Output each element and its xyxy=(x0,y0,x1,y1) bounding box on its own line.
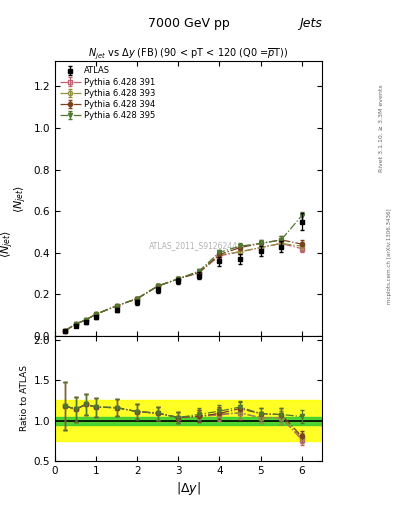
Title: $N_{jet}$ vs $\Delta y$ (FB) (90 < pT < 120 (Q0 =$\overline{p}$T)): $N_{jet}$ vs $\Delta y$ (FB) (90 < pT < … xyxy=(88,46,289,61)
Text: 7000 GeV pp: 7000 GeV pp xyxy=(148,16,230,30)
Y-axis label: $\langle N_{jet}\rangle$: $\langle N_{jet}\rangle$ xyxy=(13,184,29,213)
Text: mcplots.cern.ch [arXiv:1306.3436]: mcplots.cern.ch [arXiv:1306.3436] xyxy=(387,208,391,304)
X-axis label: $|\Delta y|$: $|\Delta y|$ xyxy=(176,480,201,497)
Text: Jets: Jets xyxy=(299,16,322,30)
Legend: ATLAS, Pythia 6.428 391, Pythia 6.428 393, Pythia 6.428 394, Pythia 6.428 395: ATLAS, Pythia 6.428 391, Pythia 6.428 39… xyxy=(58,65,157,121)
Text: Rivet 3.1.10, ≥ 3.3M events: Rivet 3.1.10, ≥ 3.3M events xyxy=(379,84,384,172)
Text: $\langle N_{jet}\rangle$: $\langle N_{jet}\rangle$ xyxy=(0,229,16,258)
Y-axis label: Ratio to ATLAS: Ratio to ATLAS xyxy=(20,366,29,432)
Bar xyxy=(55,400,322,441)
Bar xyxy=(55,417,322,424)
Text: ATLAS_2011_S9126244: ATLAS_2011_S9126244 xyxy=(149,241,237,250)
